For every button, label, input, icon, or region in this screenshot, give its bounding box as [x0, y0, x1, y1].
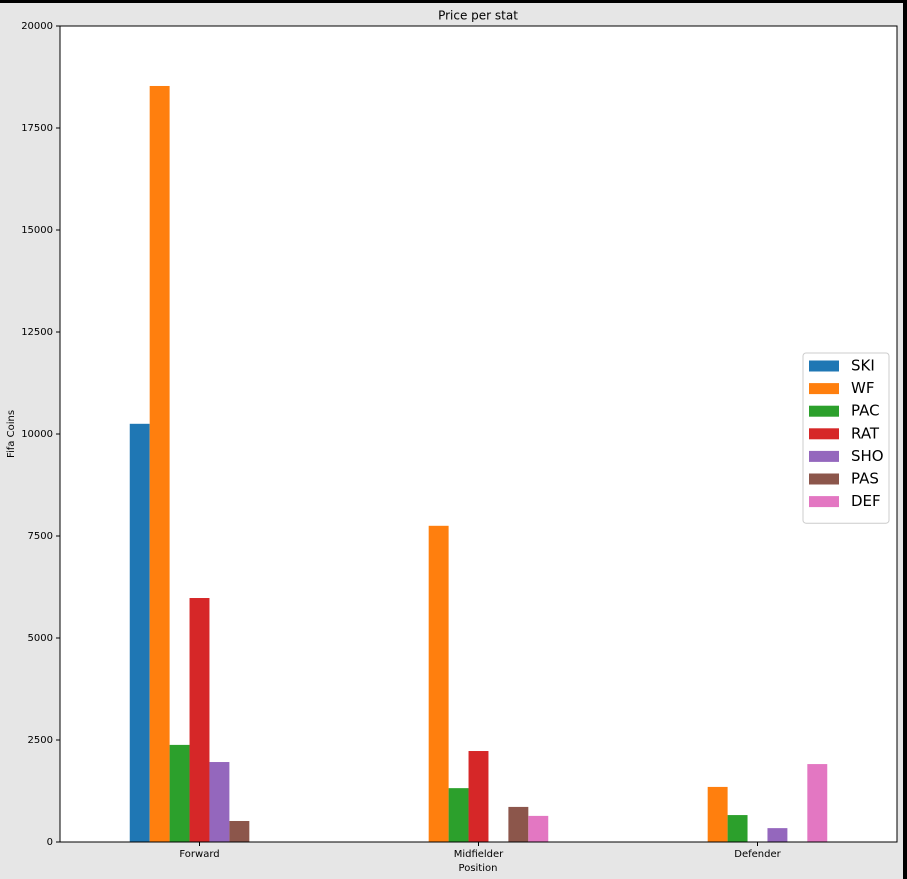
- y-tick-label: 0: [47, 837, 53, 848]
- x-axis-label: Position: [459, 863, 498, 874]
- x-tick-label: Defender: [734, 849, 781, 860]
- bar: [169, 744, 190, 842]
- y-tick-label: 17500: [21, 123, 53, 134]
- plot-area: [60, 26, 897, 842]
- x-tick-label: Forward: [179, 849, 219, 860]
- legend-swatch: [809, 383, 839, 395]
- bar: [189, 598, 210, 842]
- bar: [508, 806, 529, 842]
- legend-swatch: [809, 428, 839, 440]
- y-tick-label: 7500: [28, 531, 53, 542]
- legend-label: PAC: [851, 402, 880, 420]
- legend-swatch: [809, 405, 839, 417]
- legend-label: DEF: [851, 492, 881, 510]
- legend-swatch: [809, 496, 839, 508]
- bar: [807, 764, 828, 842]
- chart-title: Price per stat: [438, 9, 518, 23]
- y-tick-label: 15000: [21, 225, 53, 236]
- bar: [428, 525, 449, 842]
- legend-swatch: [809, 450, 839, 462]
- bar: [149, 85, 170, 842]
- bar: [209, 762, 230, 842]
- legend-label: WF: [851, 379, 874, 397]
- y-tick-label: 5000: [28, 633, 53, 644]
- legend-label: SHO: [851, 447, 884, 465]
- x-tick-label: Midfielder: [454, 849, 504, 860]
- y-tick-label: 12500: [21, 327, 53, 338]
- bar: [707, 786, 728, 842]
- bar: [468, 751, 489, 842]
- legend-label: RAT: [851, 424, 880, 442]
- y-axis-label: Fifa Coins: [6, 410, 17, 458]
- legend-swatch: [809, 473, 839, 485]
- frame-right: [903, 0, 907, 879]
- axes-frame: [59, 25, 898, 843]
- y-tick-label: 2500: [28, 735, 53, 746]
- legend-label: PAS: [851, 470, 879, 488]
- bar: [528, 815, 549, 842]
- legend-label: SKI: [851, 357, 875, 375]
- legend-swatch: [809, 360, 839, 372]
- frame-top: [0, 0, 907, 3]
- bar: [229, 820, 250, 842]
- bar: [448, 788, 469, 842]
- bar: [767, 828, 788, 842]
- bar: [727, 815, 748, 842]
- bar: [129, 423, 150, 842]
- y-tick-label: 20000: [21, 21, 53, 32]
- y-tick-label: 10000: [21, 429, 53, 440]
